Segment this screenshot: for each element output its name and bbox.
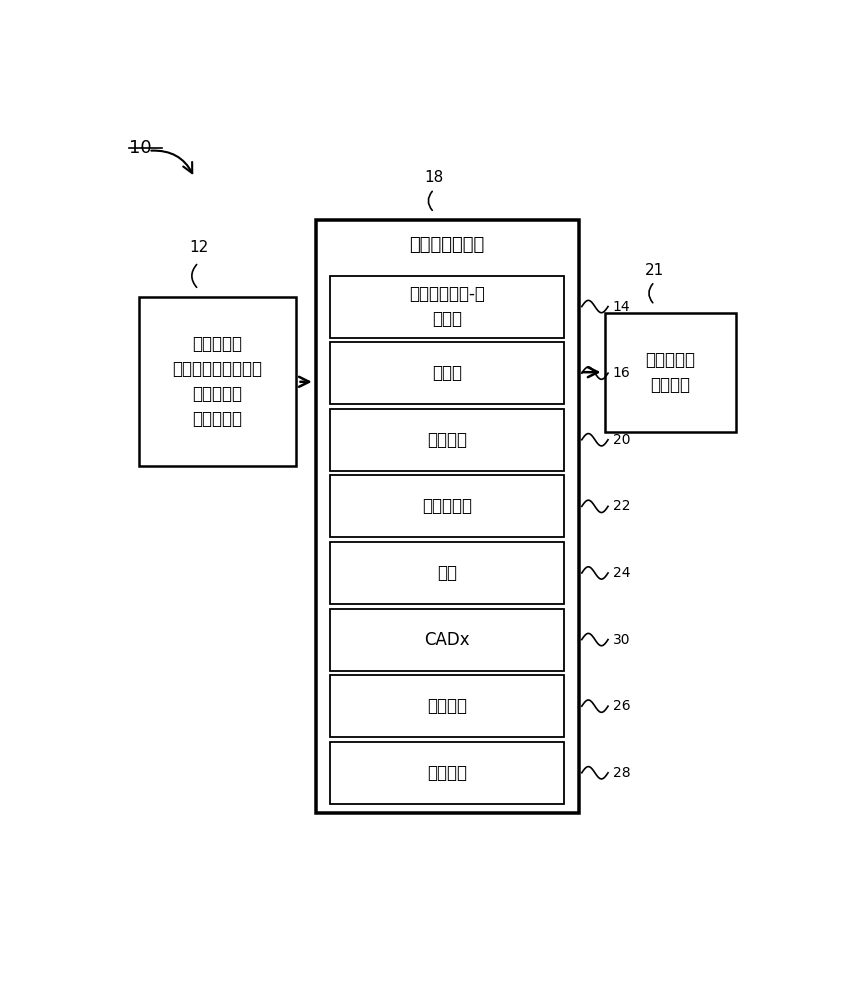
Text: 16: 16 (612, 366, 630, 380)
Text: 30: 30 (612, 633, 630, 647)
FancyBboxPatch shape (330, 542, 564, 604)
Text: CADx: CADx (424, 631, 470, 649)
FancyBboxPatch shape (316, 220, 579, 813)
Text: 计算机辅助分层: 计算机辅助分层 (410, 236, 484, 254)
Text: 14: 14 (612, 300, 630, 314)
Text: 10: 10 (129, 139, 152, 157)
Text: 24: 24 (612, 566, 630, 580)
Text: 18: 18 (424, 170, 444, 185)
FancyBboxPatch shape (139, 297, 296, 466)
FancyBboxPatch shape (330, 742, 564, 804)
Text: 病变参数: 病变参数 (427, 764, 468, 782)
Text: 21: 21 (645, 263, 664, 278)
Text: 病变轮廓: 病变轮廓 (427, 697, 468, 715)
FancyBboxPatch shape (330, 276, 564, 338)
FancyBboxPatch shape (330, 675, 564, 737)
Text: 12: 12 (189, 240, 208, 255)
Text: 排序的患者
病例列表: 排序的患者 病例列表 (645, 351, 695, 394)
FancyBboxPatch shape (330, 409, 564, 471)
Text: 分割: 分割 (437, 564, 457, 582)
FancyBboxPatch shape (605, 312, 736, 432)
FancyBboxPatch shape (330, 342, 564, 404)
Text: 分层评分: 分层评分 (427, 431, 468, 449)
Text: 26: 26 (612, 699, 630, 713)
Text: 22: 22 (612, 499, 630, 513)
Text: 20: 20 (612, 433, 630, 447)
Text: 患者数据库
（例如，人口统计、
临床信息、
成像研究）: 患者数据库 （例如，人口统计、 临床信息、 成像研究） (173, 335, 263, 428)
FancyBboxPatch shape (330, 475, 564, 537)
FancyBboxPatch shape (330, 609, 564, 671)
Text: 病例分类器: 病例分类器 (422, 497, 473, 515)
Text: （一个或多个-）
处理器: （一个或多个-） 处理器 (409, 285, 485, 328)
Text: 28: 28 (612, 766, 630, 780)
Text: 存储器: 存储器 (432, 364, 462, 382)
